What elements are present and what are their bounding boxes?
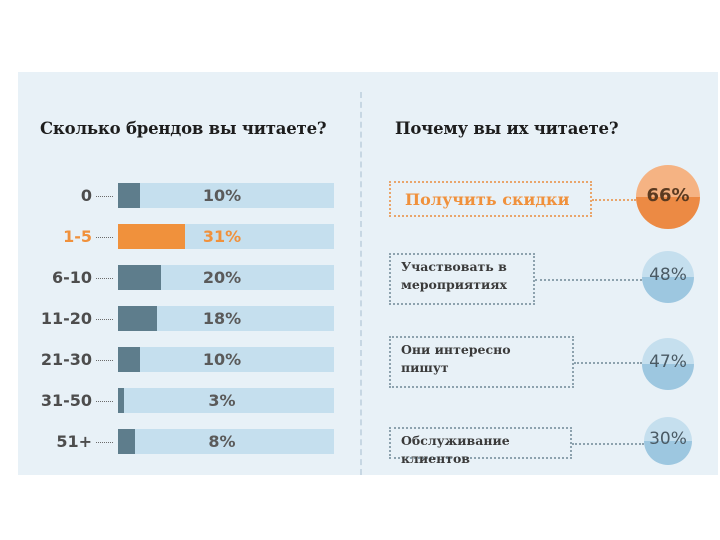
bar-track (118, 429, 334, 454)
category-label: 0 (80, 186, 92, 205)
reason-connector (572, 443, 644, 445)
right-chart-title: Почему вы их читаете? (395, 119, 619, 138)
category-label: 51+ (56, 432, 92, 451)
bar (118, 429, 136, 454)
bar-value-label: 8% (208, 432, 236, 451)
reason-label-line: Обслуживание клиентов (401, 433, 510, 466)
reason-connector (592, 199, 636, 201)
bar-value-label: 18% (202, 309, 242, 328)
label-leader-line (96, 360, 113, 361)
bubble-value-label: 48% (649, 265, 687, 285)
reason-label-line: Получить скидки (405, 190, 570, 209)
reason-box: Получить скидки (389, 181, 592, 217)
bar (118, 224, 185, 249)
bar-value-label: 20% (202, 268, 242, 287)
label-leader-line (96, 319, 113, 320)
value-bubble: 66% (636, 165, 700, 229)
value-bubble: 47% (642, 338, 694, 390)
label-leader-line (96, 401, 113, 402)
label-leader-line (96, 196, 113, 197)
bar (118, 306, 157, 331)
reason-box: Участвовать в мероприятиях (389, 253, 535, 305)
category-label: 31-50 (40, 391, 92, 410)
bar-track (118, 388, 334, 413)
bar (118, 265, 162, 290)
category-label: 1-5 (63, 227, 92, 246)
reason-box: Они интересно пишут (389, 336, 574, 388)
bar (118, 388, 125, 413)
value-bubble: 48% (642, 251, 694, 303)
left-chart-title: Сколько брендов вы читаете? (40, 119, 327, 138)
panel-divider (360, 92, 362, 475)
bar-track (118, 224, 334, 249)
reason-box: Обслуживание клиентов (389, 427, 572, 466)
bar-track (118, 183, 334, 208)
label-leader-line (96, 237, 113, 238)
value-bubble: 30% (644, 417, 692, 465)
category-label: 6-10 (51, 268, 92, 287)
bar-value-label: 31% (202, 227, 242, 246)
bar-value-label: 3% (208, 391, 236, 410)
label-leader-line (96, 442, 113, 443)
bar-track (118, 265, 334, 290)
category-label: 21-30 (40, 350, 92, 369)
reason-label-line: Участвовать в (401, 259, 507, 274)
bubble-value-label: 66% (646, 185, 690, 206)
reason-connector (535, 279, 642, 281)
reason-connector (574, 362, 642, 364)
category-label: 11-20 (40, 309, 92, 328)
label-leader-line (96, 278, 113, 279)
reason-label-line: пишут (401, 360, 449, 375)
bubble-value-label: 47% (649, 352, 687, 372)
bubble-value-label: 30% (649, 429, 687, 449)
reason-label-line: мероприятиях (401, 277, 507, 292)
bar-value-label: 10% (202, 350, 242, 369)
bar (118, 183, 140, 208)
reason-label-line: Они интересно (401, 342, 511, 357)
bar-track (118, 306, 334, 331)
bar-track (118, 347, 334, 372)
bar (118, 347, 140, 372)
bar-value-label: 10% (202, 186, 242, 205)
